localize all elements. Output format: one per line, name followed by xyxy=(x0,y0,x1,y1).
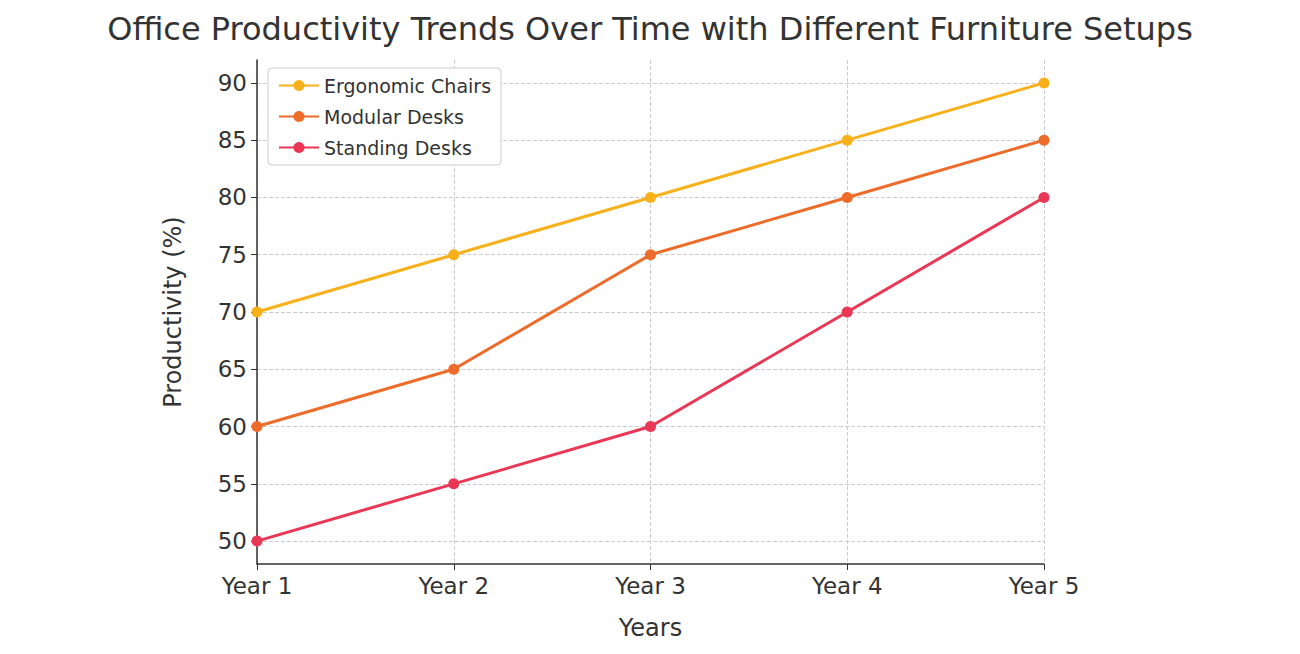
svg-text:85: 85 xyxy=(218,127,247,153)
svg-text:Modular Desks: Modular Desks xyxy=(324,106,464,128)
svg-text:Year 5: Year 5 xyxy=(1008,573,1080,599)
svg-text:Year 1: Year 1 xyxy=(221,573,293,599)
svg-text:Years: Years xyxy=(618,614,682,642)
svg-text:75: 75 xyxy=(218,242,247,268)
svg-text:90: 90 xyxy=(218,70,247,96)
svg-text:Productivity (%): Productivity (%) xyxy=(159,216,187,407)
svg-text:80: 80 xyxy=(218,184,247,210)
svg-text:65: 65 xyxy=(218,356,247,382)
svg-text:Standing Desks: Standing Desks xyxy=(324,137,472,159)
svg-text:Year 3: Year 3 xyxy=(614,573,686,599)
svg-text:Year 2: Year 2 xyxy=(417,573,489,599)
svg-text:55: 55 xyxy=(218,471,247,497)
svg-text:Year 4: Year 4 xyxy=(811,573,883,599)
svg-text:Office Productivity Trends Ove: Office Productivity Trends Over Time wit… xyxy=(107,10,1193,48)
svg-text:50: 50 xyxy=(218,528,247,554)
svg-text:Ergonomic Chairs: Ergonomic Chairs xyxy=(324,75,491,97)
svg-text:60: 60 xyxy=(218,414,247,440)
svg-text:70: 70 xyxy=(218,299,247,325)
